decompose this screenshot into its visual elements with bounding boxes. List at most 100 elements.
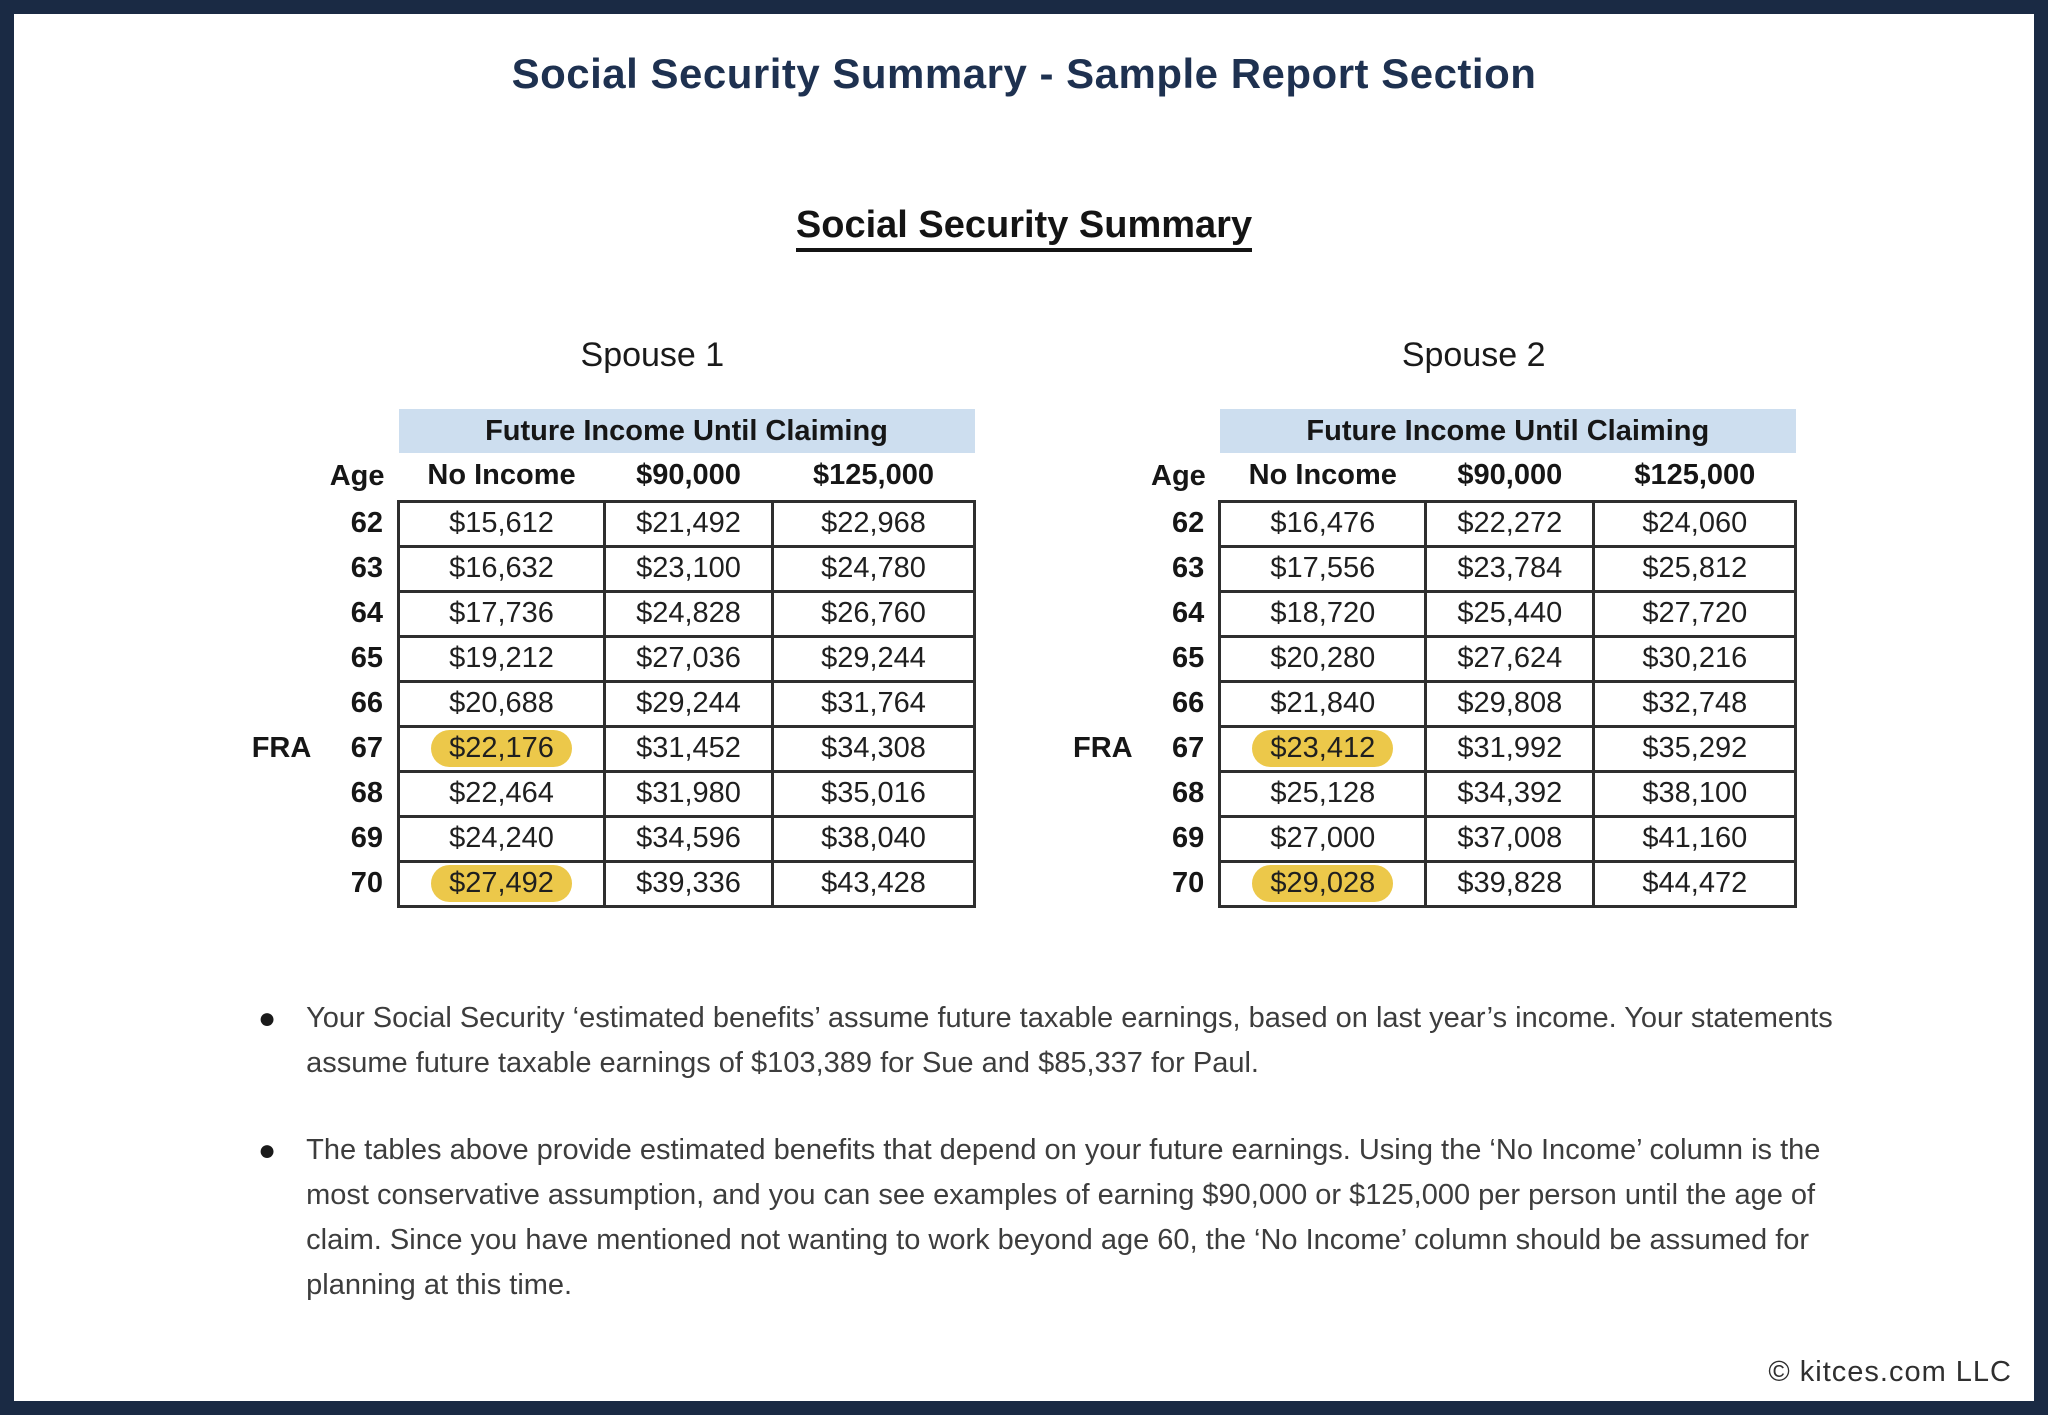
benefit-cell: $22,272 (1424, 499, 1596, 548)
table-row: 65 $19,212 $27,036 $29,244 (251, 634, 976, 683)
benefit-cell: $31,764 (771, 679, 976, 728)
list-item: ● Your Social Security ‘estimated benefi… (258, 996, 1848, 1086)
column-header-125k: $125,000 (1634, 458, 1756, 491)
age-cell: 67 (1172, 732, 1205, 764)
benefit-cell: $29,244 (603, 679, 774, 728)
benefit-cell: $44,472 (1592, 859, 1798, 908)
page-title: Social Security Summary - Sample Report … (511, 50, 1537, 97)
benefit-cell: $19,212 (397, 634, 606, 683)
benefit-cell: $41,160 (1592, 814, 1798, 863)
age-cell: 70 (350, 867, 383, 899)
bullet-icon: ● (258, 1002, 277, 1035)
table-row: 62 $15,612 $21,492 $22,968 (251, 499, 976, 548)
benefit-cell: $23,784 (1424, 544, 1596, 593)
table-colhead-row: Age No Income $90,000 $125,000 (251, 453, 975, 501)
list-item: ● The tables above provide estimated ben… (258, 1128, 1848, 1308)
age-cell: 62 (350, 507, 383, 539)
benefit-cell: $20,688 (397, 679, 606, 728)
age-cell: 69 (1172, 822, 1205, 854)
highlight-pill: $29,028 (1252, 865, 1394, 902)
age-cell: 63 (1172, 552, 1205, 584)
benefit-cell: $25,128 (1218, 769, 1428, 818)
benefit-cell: $27,720 (1592, 589, 1798, 638)
benefit-cell-highlighted: $23,412 (1218, 724, 1428, 773)
bullet-text: The tables above provide estimated benef… (306, 1134, 1821, 1301)
column-header-125k: $125,000 (813, 458, 934, 491)
table-row: 68 $22,464 $31,980 $35,016 (251, 769, 976, 818)
benefit-cell: $38,100 (1592, 769, 1798, 818)
benefit-cell: $27,624 (1424, 634, 1596, 683)
benefit-cell: $29,808 (1424, 679, 1596, 728)
benefit-cell: $22,968 (771, 499, 976, 548)
spouse1-section: Spouse 1 Future Income Until Claiming Ag… (251, 336, 976, 908)
benefit-cell: $43,428 (771, 859, 976, 908)
benefit-cell-highlighted: $29,028 (1218, 859, 1428, 908)
table-row: 69 $24,240 $34,596 $38,040 (251, 814, 976, 863)
spouse2-table: Future Income Until Claiming Age No Inco… (1072, 409, 1798, 908)
benefit-cell: $31,452 (603, 724, 774, 773)
table-row: 66 $21,840 $29,808 $32,748 (1072, 679, 1798, 728)
table-row: 64 $18,720 $25,440 $27,720 (1072, 589, 1798, 638)
benefit-cell: $34,596 (603, 814, 774, 863)
age-cell: 63 (350, 552, 383, 584)
benefit-cell: $39,828 (1424, 859, 1596, 908)
age-cell: 65 (1172, 642, 1205, 674)
table-row: 63 $17,556 $23,784 $25,812 (1072, 544, 1798, 593)
fra-label: FRA (251, 732, 312, 764)
bullet-icon: ● (258, 1134, 277, 1167)
benefit-cell: $24,240 (397, 814, 606, 863)
benefit-cell: $37,008 (1424, 814, 1596, 863)
age-cell: 67 (350, 732, 383, 764)
benefit-cell: $34,392 (1424, 769, 1596, 818)
table-row: 63 $16,632 $23,100 $24,780 (251, 544, 976, 593)
spouse1-title: Spouse 1 (580, 336, 725, 374)
table-row: 68 $25,128 $34,392 $38,100 (1072, 769, 1798, 818)
benefit-cell: $20,280 (1218, 634, 1428, 683)
benefit-cell-highlighted: $27,492 (397, 859, 606, 908)
benefit-cell: $38,040 (771, 814, 976, 863)
age-cell: 66 (350, 687, 383, 719)
highlight-pill: $27,492 (431, 865, 572, 902)
age-cell: 69 (350, 822, 383, 854)
column-header-90k: $90,000 (636, 458, 741, 491)
spouse1-table: Future Income Until Claiming Age No Inco… (251, 409, 976, 908)
benefit-cell: $26,760 (771, 589, 976, 638)
age-cell: 68 (1172, 777, 1205, 809)
column-header-no-income: No Income (1248, 458, 1397, 491)
band-header: Future Income Until Claiming (398, 409, 975, 453)
benefit-cell: $25,812 (1592, 544, 1798, 593)
highlight-pill: $22,176 (431, 730, 572, 767)
notes-list: ● Your Social Security ‘estimated benefi… (258, 996, 1848, 1350)
table-band-row: Future Income Until Claiming (1072, 409, 1796, 453)
spouse2-section: Spouse 2 Future Income Until Claiming Ag… (1072, 336, 1798, 908)
table-row: 70 $29,028 $39,828 $44,472 (1072, 859, 1798, 908)
benefit-cell: $21,492 (603, 499, 774, 548)
table-row: 69 $27,000 $37,008 $41,160 (1072, 814, 1798, 863)
benefit-cell: $27,036 (603, 634, 774, 683)
age-cell: 64 (1172, 597, 1205, 629)
bullet-text: Your Social Security ‘estimated benefits… (306, 1002, 1833, 1079)
benefit-cell: $16,476 (1218, 499, 1428, 548)
benefit-cell: $24,780 (771, 544, 976, 593)
benefit-cell: $32,748 (1592, 679, 1798, 728)
benefit-cell: $39,336 (603, 859, 774, 908)
benefit-cell: $31,992 (1424, 724, 1596, 773)
table-row: 62 $16,476 $22,272 $24,060 (1072, 499, 1798, 548)
table-row-fra: FRA 67 $22,176 $31,452 $34,308 (251, 724, 976, 773)
age-cell: 64 (350, 597, 383, 629)
benefit-cell: $24,828 (603, 589, 774, 638)
age-cell: 70 (1172, 867, 1205, 899)
table-row: 70 $27,492 $39,336 $43,428 (251, 859, 976, 908)
column-header-90k: $90,000 (1457, 458, 1563, 491)
benefit-cell: $24,060 (1592, 499, 1798, 548)
table-row: 64 $17,736 $24,828 $26,760 (251, 589, 976, 638)
age-cell: 62 (1172, 507, 1205, 539)
column-header-age: Age (329, 460, 385, 492)
age-cell: 66 (1172, 687, 1205, 719)
column-header-age: Age (1151, 460, 1206, 492)
benefit-cell: $25,440 (1424, 589, 1596, 638)
benefit-cell: $18,720 (1218, 589, 1428, 638)
benefit-cell: $17,736 (397, 589, 606, 638)
benefit-cell: $16,632 (397, 544, 606, 593)
benefit-cell: $34,308 (771, 724, 976, 773)
